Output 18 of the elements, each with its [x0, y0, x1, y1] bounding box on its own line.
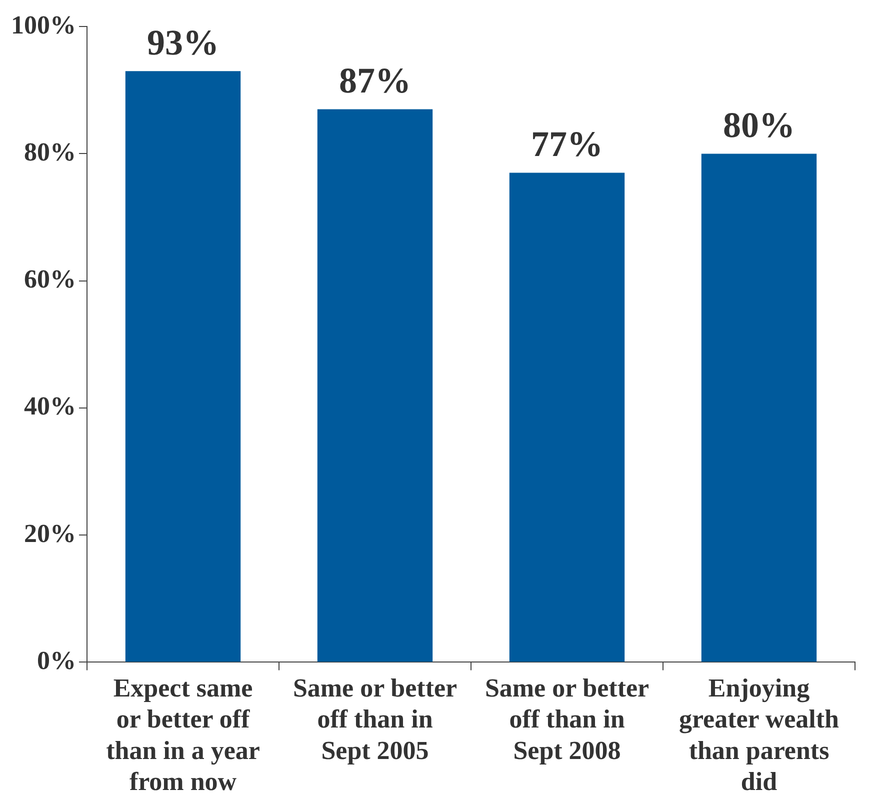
- x-tick-label: Same or better off than in Sept 2005: [292, 674, 458, 765]
- data-label: 93%: [147, 22, 219, 62]
- bar: [701, 154, 817, 662]
- x-tick-label: Same or better off than in Sept 2008: [484, 674, 650, 765]
- y-tick-label: 0%: [37, 646, 76, 675]
- bar: [509, 172, 625, 662]
- y-tick-label: 80%: [24, 137, 76, 166]
- data-label: 87%: [339, 60, 411, 101]
- data-label: 77%: [531, 124, 603, 164]
- y-tick-label: 20%: [24, 518, 76, 548]
- y-tick-label: 40%: [24, 392, 76, 421]
- y-tick-label: 100%: [11, 10, 76, 40]
- x-tick-label: Enjoying greater wealth than parents did: [678, 674, 840, 796]
- bar: [317, 109, 433, 662]
- bar: [125, 71, 241, 662]
- y-tick-label: 60%: [24, 264, 76, 294]
- x-tick-label: Expect same or better off than in a year from now: [106, 674, 260, 796]
- data-label: 80%: [723, 105, 795, 146]
